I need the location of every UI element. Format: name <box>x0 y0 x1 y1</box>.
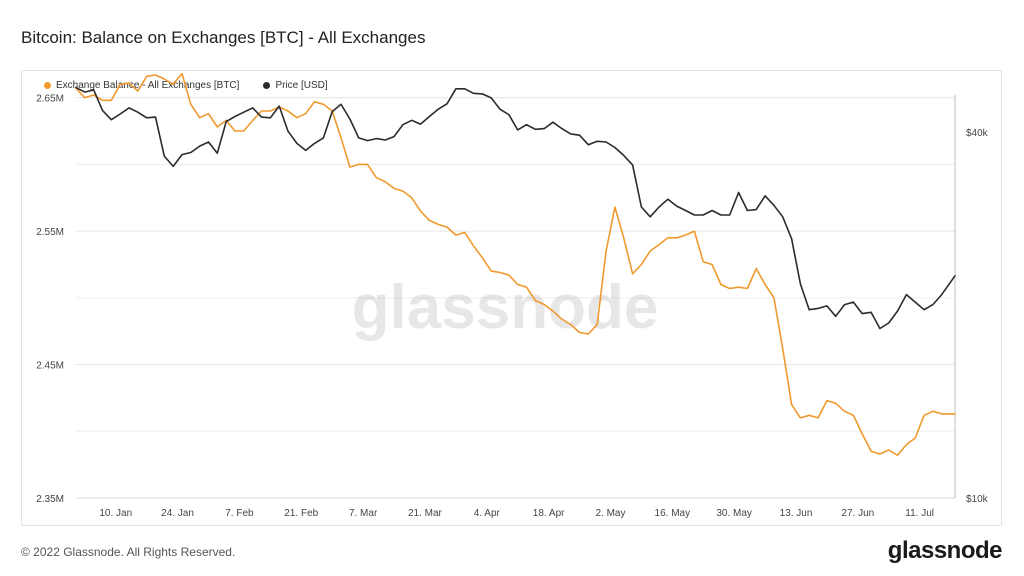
chart-legend: Exchange Balance - All Exchanges [BTC] P… <box>44 80 328 91</box>
legend-marker-exchange-balance <box>44 82 51 89</box>
x-tick-label: 21. Mar <box>408 508 443 519</box>
x-tick-label: 2. May <box>595 508 625 519</box>
page-title: Bitcoin: Balance on Exchanges [BTC] - Al… <box>21 28 426 47</box>
x-tick-label: 27. Jun <box>841 508 874 519</box>
price-line <box>75 86 956 330</box>
x-tick-label: 24. Jan <box>161 508 194 519</box>
x-tick-label: 7. Feb <box>225 508 254 519</box>
copyright-text: © 2022 Glassnode. All Rights Reserved. <box>21 545 236 559</box>
legend-marker-price <box>263 82 271 89</box>
x-tick-label: 7. Mar <box>349 508 378 519</box>
y-left-tick-label: 2.65M <box>36 94 64 105</box>
x-tick-label: 10. Jan <box>99 508 132 519</box>
x-tick-label: 16. May <box>655 508 691 519</box>
y-left-tick-label: 2.45M <box>36 361 64 372</box>
brand-logo[interactable]: glassnode <box>887 537 1003 564</box>
watermark: glassnode <box>352 273 659 342</box>
x-tick-label: 18. Apr <box>533 508 565 519</box>
x-tick-label: 11. Jul <box>905 508 934 519</box>
legend-label-price: Price [USD] <box>275 80 328 91</box>
legend-label-exchange-balance: Exchange Balance - All Exchanges [BTC] <box>56 80 240 91</box>
x-tick-label: 21. Feb <box>284 508 318 519</box>
x-tick-label: 30. May <box>716 508 752 519</box>
y-right-tick-label: $10k <box>966 494 989 505</box>
x-tick-label: 13. Jun <box>780 508 813 519</box>
chart-panel <box>21 70 1002 526</box>
x-tick-label: 4. Apr <box>474 508 501 519</box>
legend-item-exchange-balance[interactable]: Exchange Balance - All Exchanges [BTC] <box>44 80 239 91</box>
tick-labels: 2.35M 2.45M 2.55M 2.65M $10k $40k 10. Jan 24. J… <box>36 94 988 519</box>
y-right-tick-label: $40k <box>966 128 989 139</box>
series-lines <box>75 72 956 457</box>
y-left-tick-label: 2.35M <box>36 494 64 505</box>
axes <box>76 95 956 499</box>
exchange-balance-line <box>75 72 956 457</box>
legend-item-price[interactable]: Price [USD] <box>263 80 328 91</box>
y-left-tick-label: 2.55M <box>36 227 64 238</box>
